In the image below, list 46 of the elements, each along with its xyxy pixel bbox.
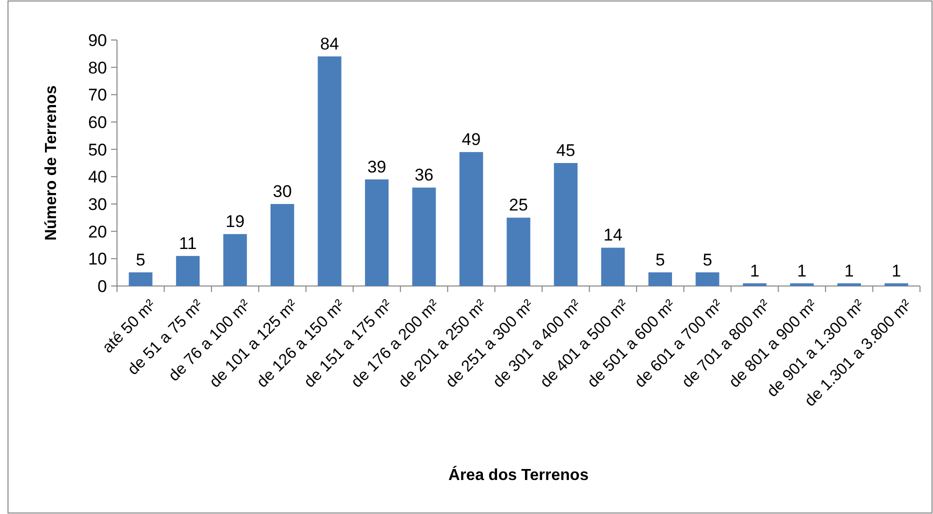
- data-label: 1: [797, 261, 807, 280]
- bar: [459, 152, 484, 286]
- data-label: 49: [462, 130, 481, 150]
- data-label: 14: [604, 226, 622, 245]
- bar: [601, 248, 625, 286]
- data-label: 1: [844, 261, 854, 280]
- data-label: 5: [702, 250, 712, 270]
- x-axis-title: Área dos Terrenos: [448, 465, 589, 484]
- data-label: 5: [136, 250, 146, 270]
- y-tick-label: 70: [88, 86, 107, 105]
- bar: [554, 163, 578, 286]
- data-label: 45: [556, 141, 576, 160]
- y-tick-label: 80: [88, 58, 107, 78]
- bar: [506, 218, 530, 286]
- y-tick-label: 40: [88, 168, 107, 187]
- data-label: 5: [655, 250, 665, 270]
- bar: [742, 283, 766, 286]
- data-label: 36: [414, 166, 434, 185]
- bar: [790, 283, 814, 286]
- bar: [696, 272, 720, 286]
- bar: [270, 204, 294, 286]
- data-label: 19: [226, 212, 245, 232]
- y-tick-label: 20: [88, 222, 107, 242]
- bar: [176, 256, 200, 286]
- y-tick-label: 90: [88, 30, 107, 50]
- bar: [223, 234, 247, 286]
- y-tick-label: 30: [88, 194, 107, 214]
- data-label: 11: [179, 234, 197, 253]
- data-label: 30: [272, 182, 292, 201]
- bar: [648, 272, 672, 286]
- y-axis-title: Número de Terrenos: [43, 85, 60, 241]
- y-tick-label: 50: [88, 140, 107, 160]
- y-tick-label: 0: [98, 276, 107, 296]
- data-label: 25: [509, 196, 528, 215]
- data-label: 1: [892, 261, 902, 280]
- bar: [364, 179, 389, 286]
- data-label: 84: [320, 34, 340, 54]
- data-label: 39: [367, 157, 386, 176]
- bar: [884, 283, 908, 286]
- bar: [412, 188, 436, 286]
- bar: [837, 283, 861, 286]
- data-label: 1: [750, 261, 760, 280]
- y-tick-label: 10: [88, 250, 107, 269]
- bar: [128, 272, 152, 286]
- bar: [318, 56, 342, 286]
- y-tick-label: 60: [88, 112, 107, 132]
